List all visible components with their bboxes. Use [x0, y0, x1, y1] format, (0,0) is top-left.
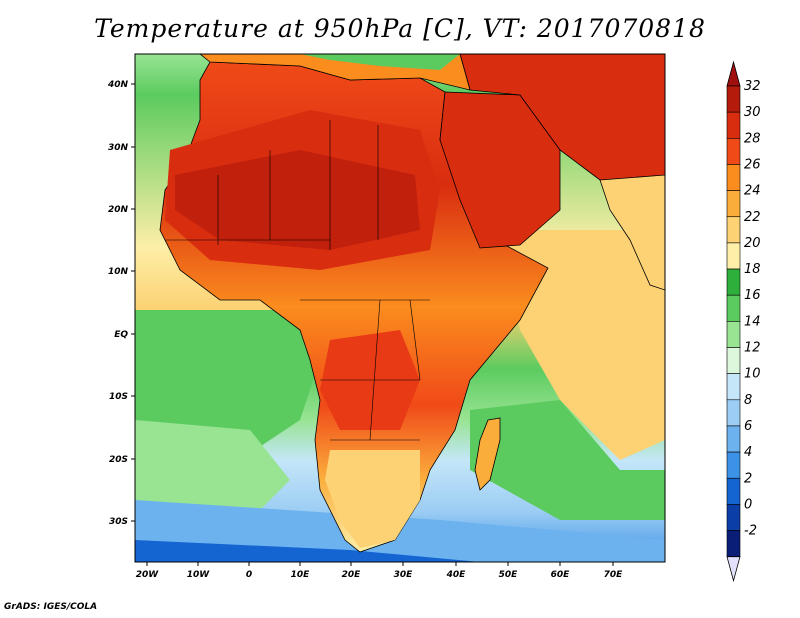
lon-label: 0: [246, 570, 252, 580]
colorbar-swatch: [726, 399, 741, 427]
plot-frame: [134, 53, 666, 563]
colorbar-label: 24: [744, 184, 761, 199]
colorbar-swatch: [726, 477, 741, 505]
lat-label: 20N: [108, 205, 129, 215]
colorbar-swatch: [726, 530, 741, 557]
colorbar-swatch: [726, 268, 741, 296]
colorbar-swatch: [726, 373, 741, 401]
lon-label: 10E: [291, 570, 311, 580]
colorbar-swatch: [726, 294, 741, 322]
lon-label: 10W: [187, 570, 211, 580]
colorbar-label: 12: [744, 341, 761, 356]
colorbar-swatch: [726, 85, 741, 113]
colorbar-swatch: [726, 451, 741, 479]
colorbar-label: 26: [744, 157, 761, 172]
colorbar-cap-top: [726, 60, 741, 87]
lat-label: 10N: [108, 267, 129, 277]
colorbar-swatch: [726, 216, 741, 244]
grads-credit: GrADS: IGES/COLA: [4, 602, 98, 612]
colorbar-swatch: [726, 242, 741, 270]
colorbar-cap-bottom: [726, 556, 741, 583]
lon-label: 70E: [604, 570, 624, 580]
colorbar-label: 32: [744, 79, 761, 94]
colorbar-label: 14: [744, 314, 761, 329]
colorbar-swatch: [726, 190, 741, 218]
colorbar-label: 4: [744, 445, 752, 460]
colorbar-label: 2: [744, 471, 752, 486]
colorbar-label: 16: [744, 288, 761, 303]
lon-label: 20E: [342, 570, 362, 580]
colorbar-label: 28: [744, 131, 761, 146]
lon-label: 30E: [394, 570, 414, 580]
map-title: Temperature at 950hPa [C], VT: 201707081…: [94, 14, 706, 43]
colorbar-label: 18: [744, 262, 761, 277]
colorbar-swatch: [726, 111, 741, 139]
colorbar-label: 8: [744, 393, 752, 408]
lon-label: 20W: [136, 570, 160, 580]
lat-label: 30N: [108, 143, 129, 153]
colorbar-swatch: [726, 347, 741, 374]
lat-label: 10S: [109, 392, 128, 402]
temperature-field: [135, 54, 665, 562]
lon-label: 60E: [551, 570, 571, 580]
colorbar-swatch: [726, 321, 741, 348]
colorbar-label: 10: [744, 367, 761, 382]
colorbar-label: 0: [744, 497, 752, 512]
colorbar-swatch: [726, 504, 741, 531]
lat-label: 20S: [109, 455, 128, 465]
colorbar-label: 6: [744, 419, 752, 434]
colorbar-label: 22: [744, 210, 761, 225]
lat-label: 40N: [107, 80, 129, 90]
lon-label: 50E: [499, 570, 519, 580]
lon-label: 40E: [446, 570, 467, 580]
colorbar-label: 20: [744, 236, 761, 251]
colorbar-swatch: [726, 138, 741, 165]
latitude-axis: 40N 30N 20N 10N EQ 10S 20S 30S: [107, 80, 135, 527]
longitude-axis: 20W 10W 0 10E 20E 30E 40E 50E 60E 70E: [136, 562, 623, 580]
colorbar-swatch: [726, 425, 741, 453]
lat-label: 30S: [109, 517, 128, 527]
lat-label: EQ: [114, 330, 128, 340]
colorbar-label: -2: [744, 524, 757, 539]
colorbar-swatch: [726, 164, 741, 191]
colorbar-label: 30: [744, 105, 761, 120]
